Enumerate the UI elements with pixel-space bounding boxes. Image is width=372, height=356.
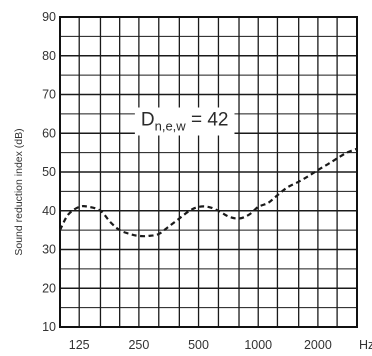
annotation-box <box>134 107 235 136</box>
y-tick-label: 90 <box>42 10 56 24</box>
annotation-subscript: n,e,w <box>155 119 187 134</box>
x-tick-label: 250 <box>128 338 149 352</box>
y-tick-label: 70 <box>42 88 56 102</box>
series <box>59 147 358 238</box>
x-unit-label: Hz <box>359 338 372 352</box>
annotation-text: Dn,e,w = 42 <box>141 110 229 134</box>
y-tick-label: 50 <box>42 165 56 179</box>
x-tick-label: 1000 <box>244 338 272 352</box>
annotation-value: = 42 <box>186 110 229 131</box>
x-tick-labels: 125 250 500 1000 2000 Hz <box>69 338 372 352</box>
y-tick-label: 40 <box>42 204 56 218</box>
annotation-symbol: D <box>141 110 155 131</box>
y-axis-title: Sound reduction index (dB) <box>13 128 25 255</box>
y-tick-label: 80 <box>42 49 56 63</box>
y-tick-label: 60 <box>42 126 56 140</box>
series-line-0 <box>59 147 358 238</box>
y-tick-label: 30 <box>42 243 56 257</box>
x-tick-label: 125 <box>69 338 90 352</box>
plot-border <box>59 16 358 328</box>
plot-frame <box>59 16 358 328</box>
y-tick-label: 10 <box>42 320 56 334</box>
x-tick-label: 500 <box>188 338 209 352</box>
rating-annotation: Dn,e,w = 42 <box>134 107 235 136</box>
y-tick-label: 20 <box>42 281 56 295</box>
x-tick-label: 2000 <box>304 338 332 352</box>
y-tick-labels: 10 20 30 40 50 60 70 80 90 <box>42 10 56 334</box>
